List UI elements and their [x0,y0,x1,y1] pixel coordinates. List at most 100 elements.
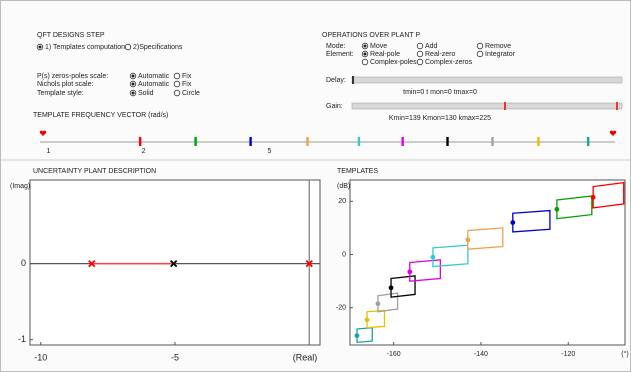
radio-button[interactable] [476,50,484,58]
nominal-point[interactable] [375,301,381,307]
setting-label: Nichols plot scale: [37,81,93,88]
radio-button[interactable] [416,50,424,58]
readout: tmin=0 t mon=0 tmax=0 [403,89,477,96]
x-tick-label: -140 [474,351,488,358]
radio-dot [131,91,135,95]
radio-label[interactable]: Complex-zeros [425,59,473,66]
y-tick-label: -20 [336,305,346,312]
nominal-point[interactable] [364,317,370,323]
pole-marker[interactable] [305,260,313,268]
frequency-marker[interactable] [537,137,540,146]
x-tick-label: -10 [34,352,47,362]
gain-slider[interactable] [351,102,623,110]
frequency-marker[interactable] [446,137,449,146]
radio-label[interactable]: Fix [182,81,192,88]
axis-label: (°) [621,350,628,358]
radio-label[interactable]: Move [370,43,387,50]
frequency-marker[interactable] [194,137,197,146]
frequency-marker[interactable] [249,137,252,146]
radio-dot [363,44,367,48]
pole-marker[interactable] [88,260,96,268]
radio-label[interactable]: Fix [182,73,192,80]
radio-label[interactable]: Remove [485,43,511,50]
nominal-point[interactable] [590,194,596,200]
y-tick-label: -1 [18,334,26,344]
radio-button[interactable] [416,58,424,66]
radio-label[interactable]: 2)Specifications [133,44,183,51]
field-label: Delay: [326,77,346,84]
radio-button[interactable] [173,89,181,97]
radio-label[interactable]: 1) Templates computation [45,44,125,51]
field-label: Mode: [326,43,346,50]
frequency-marker[interactable] [306,137,309,146]
pole-marker[interactable] [170,260,178,268]
section-title: UNCERTAINTY PLANT DESCRIPTION [33,168,156,175]
radio-label[interactable]: Real-pole [370,51,400,58]
y-tick-label: 0 [21,258,26,268]
radio-button[interactable] [416,42,424,50]
radio-label[interactable]: Integrator [485,51,516,58]
template-outline[interactable] [512,209,551,233]
radio-label[interactable]: Automatic [138,73,170,80]
field-label: Element: [326,51,354,58]
radio-dot [38,45,42,49]
gain-handle[interactable] [616,102,618,110]
template-outline[interactable] [432,244,469,268]
frequency-marker[interactable] [491,137,494,146]
radio-button[interactable] [124,43,132,51]
templates-plot-area[interactable] [349,179,626,346]
radio-label[interactable]: Solid [138,90,154,97]
radio-dot [131,82,135,86]
frequency-handle[interactable] [609,130,617,136]
axis-label: (dB) [337,183,350,190]
radio-dot [363,52,367,56]
radio-label[interactable]: Real-zero [425,51,455,58]
radio-button[interactable] [476,42,484,50]
delay-slider[interactable] [351,76,623,84]
template-outline[interactable] [556,195,593,220]
template-outline[interactable] [366,309,386,329]
gain-handle[interactable] [504,102,506,110]
y-tick-label: 20 [338,198,346,205]
nominal-point[interactable] [407,269,413,275]
setting-label: Template style: [37,90,84,97]
frequency-marker[interactable] [138,137,142,146]
axis-label: (Imag) [10,183,30,190]
nominal-point[interactable] [554,206,560,212]
radio-label[interactable]: Automatic [138,81,170,88]
section-title: TEMPLATES [337,168,378,175]
radio-label[interactable]: Circle [182,90,200,97]
x-tick-label: -5 [171,352,179,362]
template-outline[interactable] [592,181,625,209]
frequency-marker[interactable] [357,137,361,146]
field-label: Gain: [326,103,343,110]
y-tick-label: 0 [342,251,346,258]
radio-button[interactable] [361,58,369,66]
frequency-handle[interactable] [39,130,47,136]
radio-label[interactable]: Add [425,43,438,50]
radio-button[interactable] [173,72,181,80]
radio-label[interactable]: Complex-poles [370,59,417,66]
frequency-marker[interactable] [586,137,590,146]
nominal-point[interactable] [465,237,471,243]
frequency-tick-label: 5 [267,148,271,155]
frequency-tick-label: 2 [142,148,146,155]
x-tick-label: -160 [387,351,401,358]
setting-label: P(s) zeros-poles scale: [37,73,108,80]
radio-dot [131,74,135,78]
nominal-point[interactable] [510,220,516,225]
nominal-point[interactable] [388,285,394,291]
template-outline[interactable] [409,259,442,282]
nominal-point[interactable] [354,333,360,339]
panel-title: OPERATIONS OVER PLANT P [322,32,420,39]
template-outline[interactable] [390,275,416,298]
nominal-point[interactable] [430,254,436,260]
template-outline[interactable] [467,227,504,250]
radio-button[interactable] [173,80,181,88]
x-tick-label: -120 [561,351,575,358]
readout: Kmin=139 Kmon=130 kmax=225 [389,115,491,122]
delay-handle[interactable] [352,76,354,84]
frequency-marker[interactable] [401,137,404,146]
